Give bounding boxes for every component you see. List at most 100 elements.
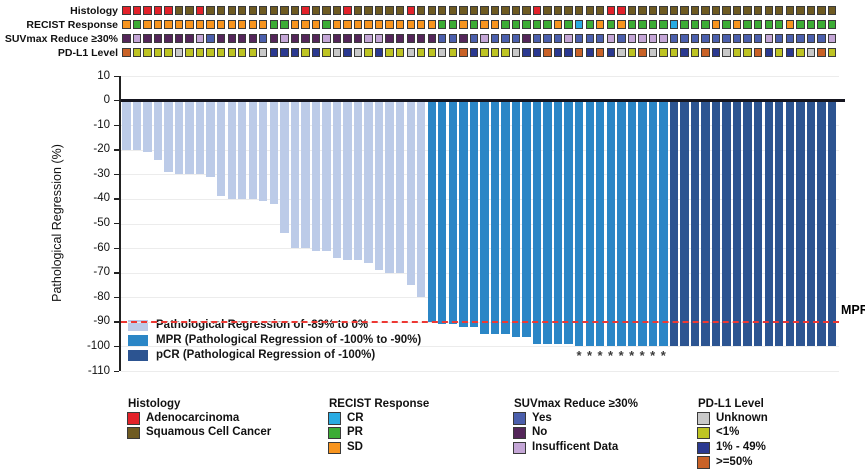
y-tick-label: -50 bbox=[93, 217, 110, 229]
histology-cell bbox=[743, 5, 752, 16]
pdl1-cell bbox=[817, 47, 826, 58]
y-tick-label: -100 bbox=[86, 339, 110, 352]
pdl1-cell bbox=[195, 47, 205, 58]
recist-cell bbox=[280, 19, 289, 30]
suvmax-cell bbox=[627, 33, 637, 44]
regression-bar bbox=[701, 100, 710, 347]
recist-cell bbox=[153, 19, 163, 30]
pdl1-cell bbox=[301, 47, 310, 58]
pdl1-cell bbox=[827, 47, 837, 58]
gridline bbox=[121, 76, 839, 77]
pdl1-cell bbox=[553, 47, 563, 58]
suvmax-cell bbox=[585, 33, 594, 44]
histology-cell bbox=[827, 5, 837, 16]
pdl1-cell bbox=[406, 47, 415, 58]
suvmax-cell bbox=[185, 33, 194, 44]
pdl1-cell bbox=[564, 47, 573, 58]
y-tick bbox=[114, 321, 119, 323]
pdl1-cell bbox=[227, 47, 236, 58]
pdl1-cell bbox=[764, 47, 773, 58]
histology-cell bbox=[185, 5, 194, 16]
recist-cell bbox=[438, 19, 447, 30]
legend-item-label: Unknown bbox=[716, 411, 768, 424]
recist-cell bbox=[543, 19, 552, 30]
gridline bbox=[121, 125, 839, 127]
y-tick-label: -20 bbox=[93, 143, 110, 156]
recist-cell bbox=[353, 19, 363, 30]
regression-bar bbox=[553, 100, 563, 344]
histology-cell bbox=[722, 5, 731, 16]
recist-cell bbox=[596, 19, 605, 30]
y-tick-label: -90 bbox=[93, 315, 110, 328]
histology-cell bbox=[648, 5, 658, 16]
pdl1-cell bbox=[711, 47, 721, 58]
pdl1-cell bbox=[532, 47, 542, 58]
regression-bar bbox=[353, 100, 363, 261]
gridline bbox=[121, 371, 839, 372]
pdl1-cell bbox=[132, 47, 142, 58]
recist-cell bbox=[680, 19, 689, 30]
regression-bar bbox=[511, 100, 521, 337]
suvmax-cell bbox=[543, 33, 552, 44]
suvmax-cell bbox=[269, 33, 278, 44]
pdl1-cell bbox=[143, 47, 152, 58]
regression-bar bbox=[164, 100, 173, 172]
track-label-suvmax: SUVmax Reduce ≥30% bbox=[4, 33, 118, 45]
legend-swatch bbox=[328, 441, 341, 455]
suvmax-cell bbox=[690, 33, 700, 44]
y-tick bbox=[114, 173, 119, 176]
recist-cell bbox=[711, 19, 721, 30]
recist-cell bbox=[659, 19, 668, 30]
gridline bbox=[121, 248, 839, 250]
asterisk-marker: * bbox=[639, 348, 645, 364]
legend-item-label: Yes bbox=[532, 411, 552, 424]
suvmax-cell bbox=[480, 33, 489, 44]
recist-cell bbox=[143, 19, 152, 30]
regression-bar bbox=[627, 100, 637, 347]
recist-cell bbox=[701, 19, 710, 30]
track-label-pdl1: PD-L1 Level bbox=[57, 47, 118, 59]
histology-cell bbox=[438, 5, 447, 16]
pdl1-cell bbox=[743, 47, 752, 58]
pdl1-cell bbox=[627, 47, 637, 58]
pdl1-cell bbox=[206, 47, 215, 58]
histology-cell bbox=[374, 5, 384, 16]
regression-bar bbox=[248, 100, 257, 199]
histology-cell bbox=[469, 5, 479, 16]
suvmax-cell bbox=[248, 33, 257, 44]
histology-cell bbox=[511, 5, 521, 16]
recist-cell bbox=[775, 19, 784, 30]
histology-cell bbox=[764, 5, 773, 16]
recist-cell bbox=[332, 19, 342, 30]
histology-cell bbox=[395, 5, 405, 16]
histology-cell bbox=[701, 5, 710, 16]
regression-bar bbox=[806, 100, 816, 347]
suvmax-cell bbox=[680, 33, 689, 44]
regression-bar bbox=[532, 100, 542, 344]
histology-cell bbox=[627, 5, 637, 16]
regression-bar bbox=[216, 100, 226, 197]
regression-bar bbox=[174, 100, 184, 175]
y-tick-label: -30 bbox=[93, 167, 110, 180]
regression-bar bbox=[301, 100, 310, 249]
recist-cell bbox=[817, 19, 826, 30]
recist-cell bbox=[459, 19, 468, 30]
recist-cell bbox=[374, 19, 384, 30]
recist-cell bbox=[322, 19, 331, 30]
suvmax-cell bbox=[732, 33, 742, 44]
chart-legend-label: MPR (Pathological Regression of -100% to… bbox=[156, 334, 422, 346]
histology-cell bbox=[385, 5, 394, 16]
gridline bbox=[121, 272, 839, 274]
pdl1-cell bbox=[164, 47, 173, 58]
recist-cell bbox=[796, 19, 805, 30]
suvmax-cell bbox=[669, 33, 679, 44]
legend-group-title: SUVmax Reduce ≥30% bbox=[514, 398, 638, 410]
regression-bar bbox=[385, 100, 394, 273]
suvmax-cell bbox=[322, 33, 331, 44]
regression-bar bbox=[122, 100, 131, 150]
pdl1-cell bbox=[185, 47, 194, 58]
regression-bar bbox=[227, 100, 236, 199]
recist-cell bbox=[722, 19, 731, 30]
mpr-line-label: MPR bbox=[841, 303, 865, 317]
